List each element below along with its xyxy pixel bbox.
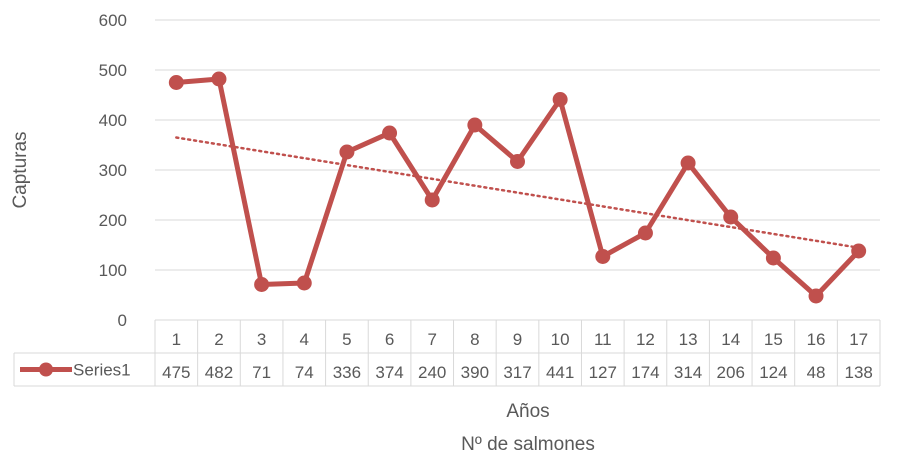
data-table-value: 127 — [589, 363, 617, 382]
legend-key-marker — [39, 362, 53, 377]
data-table-value: 124 — [759, 363, 787, 382]
data-point — [339, 144, 355, 160]
data-point — [211, 71, 227, 87]
data-point — [467, 117, 483, 133]
x-tick-label: 1 — [172, 330, 181, 349]
x-tick-label: 13 — [679, 330, 698, 349]
data-point — [254, 277, 270, 292]
y-axis-title: Capturas — [10, 131, 31, 208]
data-point — [808, 288, 824, 304]
x-tick-label: 6 — [385, 330, 394, 349]
data-table-value: 374 — [375, 363, 403, 382]
data-point — [723, 209, 739, 225]
x-tick-label: 8 — [470, 330, 479, 349]
x-tick-label: 15 — [764, 330, 783, 349]
data-point — [296, 275, 312, 291]
data-point — [510, 154, 525, 169]
data-point — [851, 243, 867, 259]
data-point — [595, 249, 611, 264]
x-tick-label: 2 — [214, 330, 223, 349]
x-tick-label: 3 — [257, 330, 266, 349]
y-tick-label: 200 — [99, 211, 127, 230]
x-tick-label: 11 — [594, 330, 612, 349]
gridlines — [155, 19, 880, 271]
data-point — [168, 75, 184, 90]
data-table-value: 482 — [205, 363, 233, 382]
x-axis-title: Años — [506, 401, 549, 422]
data-point — [424, 192, 440, 208]
data-table-value: 71 — [252, 363, 271, 382]
y-tick-label: 400 — [99, 111, 127, 130]
y-tick-label: 100 — [99, 261, 127, 280]
data-table-value: 314 — [674, 363, 702, 382]
legend-series-name: Series1 — [73, 361, 131, 380]
x-tick-label: 4 — [300, 330, 309, 349]
x-tick-label: 16 — [807, 330, 826, 349]
x-tick-label: 17 — [849, 330, 868, 349]
y-tick-label: 600 — [99, 11, 127, 30]
y-tick-label: 500 — [99, 61, 127, 80]
data-point — [765, 250, 781, 266]
data-table-value: 240 — [418, 363, 446, 382]
data-table-value: 74 — [295, 363, 314, 382]
x-tick-label: 7 — [427, 330, 436, 349]
series-layer — [168, 71, 867, 304]
x-axis-subtitle: Nº de salmones — [461, 434, 595, 455]
series-line — [176, 76, 861, 299]
data-table-value: 390 — [461, 363, 489, 382]
data-table-value: 138 — [844, 363, 872, 382]
data-point — [552, 92, 568, 107]
x-tick-label: 12 — [636, 330, 655, 349]
y-tick-label: 0 — [118, 311, 127, 330]
x-tick-label: 9 — [513, 330, 522, 349]
x-tick-label: 14 — [721, 330, 740, 349]
data-table-value: 336 — [333, 363, 361, 382]
data-table-value: 475 — [162, 363, 190, 382]
data-table-value: 174 — [631, 363, 659, 382]
data-table-value: 48 — [807, 363, 826, 382]
data-point — [680, 155, 696, 171]
data-table-value: 317 — [503, 363, 531, 382]
data-table-value: 441 — [546, 363, 574, 382]
x-tick-label: 5 — [342, 330, 351, 349]
data-point — [382, 125, 398, 141]
data-table-value: 206 — [717, 363, 745, 382]
data-point — [637, 225, 653, 241]
x-tick-label: 10 — [551, 330, 570, 349]
y-axis-ticks: 0 100 200 300 400 500 600 — [99, 11, 127, 330]
y-tick-label: 300 — [99, 161, 127, 180]
